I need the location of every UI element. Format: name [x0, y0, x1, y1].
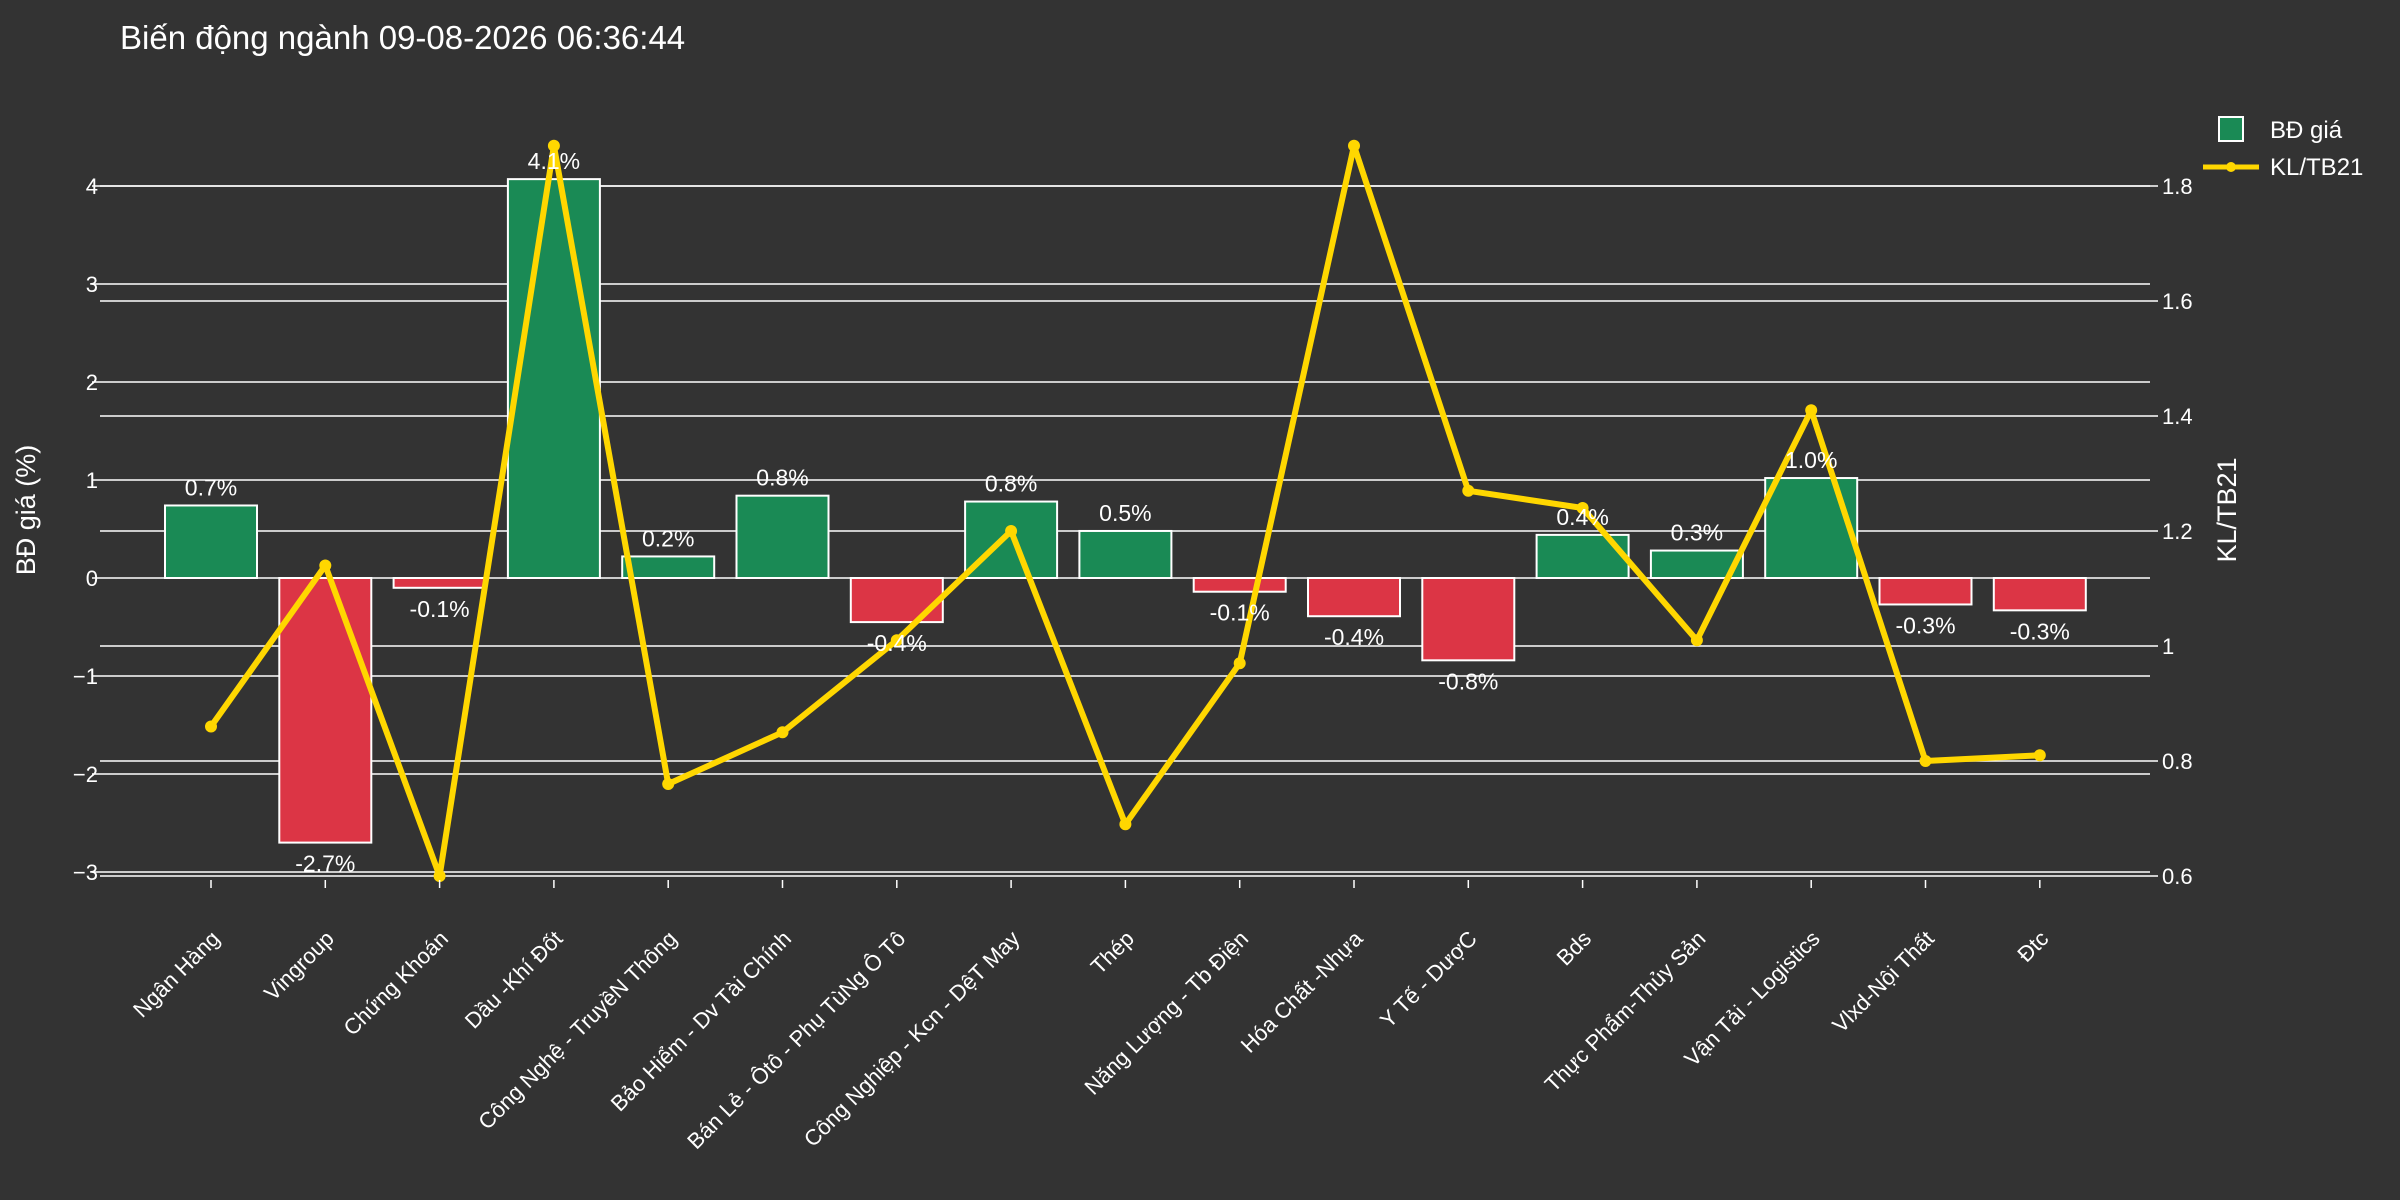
- line-point: [547, 139, 560, 152]
- y-axis-title: BĐ giá (%): [11, 445, 41, 576]
- legend: BĐ giá KL/TB21: [2203, 116, 2363, 181]
- x-tick-label: Vlxd-Nội Thất: [1827, 926, 1939, 1038]
- y2-tick-label: 1.8: [2162, 174, 2193, 199]
- bar: [392, 577, 487, 589]
- bar: [1764, 477, 1859, 580]
- bar-value-label: 0.5%: [1099, 500, 1151, 526]
- bar-value-label: -0.1%: [1210, 600, 1270, 626]
- bar-value-label: 0.4%: [1556, 504, 1608, 530]
- y-tick-label: −1: [73, 664, 98, 689]
- line-point: [662, 778, 675, 790]
- legend-swatch-bar: [2218, 116, 2244, 142]
- bar-value-label: -0.4%: [867, 630, 927, 656]
- y2-tick-label: 1.2: [2162, 519, 2193, 544]
- y-tick-label: 0: [86, 566, 98, 591]
- legend-swatch-marker: [2226, 162, 2236, 172]
- x-tick-label: Chứng Khoán: [339, 926, 454, 1041]
- bar: [278, 577, 373, 844]
- line-point: [1919, 755, 1932, 767]
- x-tick-label: Bán Lẻ - Ôtô - Phụ TùNg Ô Tô: [682, 926, 910, 1154]
- bar-value-label: 4.1%: [528, 148, 580, 174]
- bar-value-label: 0.3%: [1671, 520, 1723, 546]
- line-point: [1005, 525, 1018, 537]
- bar: [735, 494, 830, 579]
- line-point: [433, 870, 446, 882]
- bar-value-label: 1.0%: [1785, 447, 1837, 473]
- bar: [164, 504, 258, 580]
- line-point: [1576, 502, 1589, 514]
- bar-value-label: -0.1%: [410, 596, 470, 622]
- bar-value-label: 0.7%: [185, 474, 237, 500]
- y2-axis-title: KL/TB21: [2212, 457, 2242, 562]
- line-point: [1690, 634, 1703, 647]
- bar-value-label: 0.2%: [642, 525, 694, 551]
- x-tick-label: Công Nghệ - TruyềN Thông: [473, 926, 681, 1134]
- bar: [1307, 577, 1401, 618]
- y2-tick-label: 1.6: [2162, 289, 2193, 314]
- bar-value-label: -0.4%: [1324, 624, 1384, 650]
- line-point: [1462, 484, 1475, 497]
- data-labels: 0.7% -2.7% -0.1% 4.1% 0.2% 0.8% -0.4% 0.8% 0.5% -…: [185, 148, 2070, 876]
- y-tick-label: 4: [86, 174, 98, 199]
- bar-value-label: 0.8%: [756, 465, 808, 491]
- bar: [506, 178, 601, 579]
- bar-value-label: -0.3%: [1895, 612, 1955, 638]
- x-tick-label: Ngân Hàng: [128, 926, 224, 1022]
- y-tick-label: 3: [86, 272, 98, 297]
- line-point: [1233, 657, 1246, 670]
- bar: [1421, 577, 1516, 662]
- line-point: [1119, 818, 1132, 831]
- line-point: [205, 720, 217, 733]
- y-tick-label: −2: [73, 762, 98, 787]
- line-point: [2033, 749, 2046, 762]
- line-series: [205, 139, 2046, 882]
- chart-title: Biến động ngành 09-08-2026 06:36:44: [120, 19, 685, 56]
- line-point: [776, 726, 789, 739]
- bar: [621, 555, 716, 580]
- y2-tick-label: 0.8: [2162, 749, 2193, 774]
- line-point: [1805, 404, 1818, 417]
- x-tick-label: Công Nghiệp - Kcn - DệT May: [799, 926, 1025, 1152]
- line-point: [319, 559, 332, 572]
- bar-value-label: -0.8%: [1438, 668, 1498, 694]
- line-point: [1348, 139, 1360, 152]
- bar-series: [164, 178, 2087, 844]
- y2-tick-label: 1.4: [2162, 404, 2193, 429]
- bar: [1878, 577, 1973, 606]
- legend-label-line: KL/TB21: [2270, 154, 2363, 181]
- x-tick-label: Dầu -Khí Đốt: [460, 926, 568, 1034]
- x-tick-label: Đtc: [2012, 926, 2053, 967]
- x-tick-label: Thép: [1086, 926, 1139, 979]
- legend-label-bar: BĐ giá: [2270, 117, 2343, 144]
- x-tick-label: Y Tế - DượC: [1375, 926, 1482, 1033]
- bar-value-label: -0.3%: [2010, 618, 2070, 644]
- bar-value-label: 0.8%: [985, 471, 1037, 497]
- bar-value-label: -2.7%: [295, 851, 355, 877]
- y-tick-label: 2: [86, 370, 98, 395]
- x-tick-label: Hóa Chất -Nhựa: [1236, 925, 1368, 1057]
- bar: [964, 500, 1059, 579]
- bar: [1078, 529, 1173, 580]
- y2-tick-label: 0.6: [2162, 864, 2193, 889]
- y-tick-label: −3: [73, 860, 98, 885]
- bar: [849, 577, 944, 624]
- x-tick-label: Bds: [1552, 926, 1596, 970]
- axes: −3 −2 −1 0 1 2 3 4 0.6 0.8 1 1.2 1.4 1.6 1.8 Ngân Hàng V…: [73, 174, 2193, 1154]
- bar: [1992, 577, 2087, 612]
- y-tick-label: 1: [86, 468, 98, 493]
- line-point: [890, 634, 903, 647]
- bar: [1192, 577, 1287, 593]
- x-tick-label: Vingroup: [259, 926, 339, 1006]
- y2-tick-label: 1: [2162, 634, 2174, 659]
